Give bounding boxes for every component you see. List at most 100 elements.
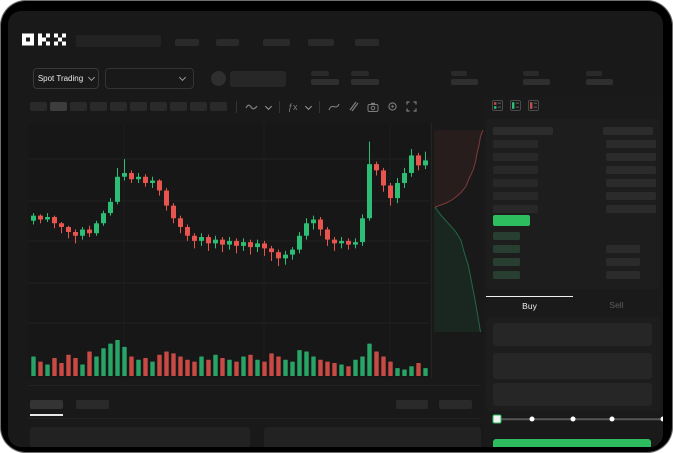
- divider: [28, 385, 481, 386]
- timeframe-button[interactable]: [30, 102, 47, 111]
- stat-pair: [523, 71, 550, 85]
- nav-item-1[interactable]: [175, 39, 199, 46]
- timeframe-button[interactable]: [210, 102, 227, 111]
- ask-row-price[interactable]: [493, 140, 538, 148]
- separator: [236, 100, 237, 113]
- ask-row-price[interactable]: [493, 192, 538, 200]
- stat-pair: [451, 71, 478, 85]
- ask-row-amount[interactable]: [606, 179, 656, 187]
- buy-submit-button[interactable]: [493, 439, 651, 447]
- timeframe-button[interactable]: [110, 102, 127, 111]
- buy-tab[interactable]: Buy: [486, 296, 573, 314]
- slider-track[interactable]: [497, 418, 663, 420]
- bottom-action-placeholder[interactable]: [439, 400, 472, 409]
- timeframe-button[interactable]: [70, 102, 87, 111]
- stat-pair: [586, 71, 613, 85]
- depth-chart: [434, 130, 484, 333]
- ask-row-amount[interactable]: [606, 205, 656, 213]
- fullscreen-icon[interactable]: [405, 101, 417, 112]
- chevron-down-icon[interactable]: [304, 102, 312, 111]
- ruler-icon[interactable]: [348, 101, 359, 112]
- camera-icon[interactable]: [367, 102, 379, 112]
- separator: [318, 100, 320, 113]
- stat-pair: [311, 71, 339, 85]
- orderbook-header-right: [603, 127, 653, 135]
- bid-row-price[interactable]: [493, 232, 520, 240]
- amount-slider[interactable]: [492, 411, 663, 427]
- header-search-placeholder[interactable]: [76, 35, 161, 47]
- ask-row-price[interactable]: [493, 153, 538, 161]
- orderbook-header-left: [493, 127, 553, 135]
- ask-row-amount[interactable]: [606, 166, 656, 174]
- order-form: [486, 317, 660, 411]
- slider-dot[interactable]: [529, 416, 535, 422]
- chevron-down-icon: [178, 73, 187, 82]
- ask-row-amount[interactable]: [606, 192, 656, 200]
- nav-item-4[interactable]: [308, 39, 334, 46]
- ask-row-amount[interactable]: [606, 140, 656, 148]
- bids-only-icon[interactable]: [510, 100, 521, 111]
- app-window: Spot Trading ƒx: [8, 11, 663, 447]
- bottom-panel-right: [264, 427, 481, 447]
- timeframe-button[interactable]: [130, 102, 147, 111]
- ask-row-price[interactable]: [493, 205, 538, 213]
- bottom-tab[interactable]: [76, 400, 109, 409]
- timeframe-button-active[interactable]: [50, 102, 67, 111]
- stat-pair: [351, 71, 379, 85]
- total-input[interactable]: [493, 383, 652, 406]
- spot-trading-label: Spot Trading: [37, 74, 84, 83]
- candlestick-chart[interactable]: [28, 123, 430, 378]
- nav-item-2[interactable]: [216, 39, 239, 46]
- separator: [279, 100, 280, 113]
- timeframe-bar: [30, 102, 227, 111]
- timeframe-button[interactable]: [170, 102, 187, 111]
- avatar[interactable]: [211, 71, 226, 86]
- bid-row-amount[interactable]: [606, 245, 640, 253]
- bottom-tab-active[interactable]: [30, 400, 63, 409]
- chevron-down-icon: [88, 73, 96, 82]
- slider-handle[interactable]: [492, 414, 502, 424]
- okx-logo[interactable]: [22, 33, 66, 46]
- slider-dot[interactable]: [660, 416, 663, 422]
- settings-gear-icon[interactable]: [387, 101, 398, 112]
- sell-tab[interactable]: Sell: [573, 296, 660, 314]
- draw-line-icon[interactable]: [328, 102, 340, 112]
- bid-row-price[interactable]: [493, 271, 520, 279]
- timeframe-button[interactable]: [90, 102, 107, 111]
- bottom-action-placeholder[interactable]: [396, 400, 428, 409]
- bottom-panel-left: [30, 427, 250, 447]
- combined-book-icon[interactable]: [492, 100, 503, 111]
- pair-selector-dropdown[interactable]: [105, 68, 194, 89]
- buy-tab-label: Buy: [522, 300, 537, 311]
- indicators-icon[interactable]: ƒx: [288, 101, 298, 112]
- bid-row-price[interactable]: [493, 258, 520, 266]
- trade-tabs: Buy Sell: [486, 296, 660, 314]
- orderbook-view-switcher: [492, 100, 539, 111]
- last-price-bar: [493, 215, 530, 226]
- nav-item-5[interactable]: [355, 39, 379, 46]
- timeframe-button[interactable]: [150, 102, 167, 111]
- chart-type-icon[interactable]: [245, 102, 258, 111]
- price-input[interactable]: [493, 323, 652, 346]
- bid-row-price[interactable]: [493, 245, 520, 253]
- ask-row-amount[interactable]: [606, 153, 656, 161]
- slider-dot[interactable]: [570, 416, 576, 422]
- chart-tools: ƒx: [236, 99, 417, 114]
- nav-item-3[interactable]: [263, 39, 290, 46]
- account-placeholder[interactable]: [230, 71, 286, 87]
- bid-row-amount[interactable]: [606, 271, 640, 279]
- chevron-down-icon[interactable]: [264, 102, 273, 111]
- bid-row-amount[interactable]: [606, 258, 640, 266]
- orderbook-panel: [486, 119, 660, 289]
- sell-tab-label: Sell: [609, 300, 624, 310]
- ask-row-price[interactable]: [493, 179, 538, 187]
- asks-only-icon[interactable]: [528, 100, 539, 111]
- slider-dot[interactable]: [609, 416, 615, 422]
- amount-input[interactable]: [493, 353, 652, 379]
- spot-trading-dropdown[interactable]: Spot Trading: [33, 68, 99, 89]
- ask-row-price[interactable]: [493, 166, 538, 174]
- divider: [28, 418, 481, 419]
- active-tab-underline: [30, 414, 63, 416]
- timeframe-button[interactable]: [190, 102, 207, 111]
